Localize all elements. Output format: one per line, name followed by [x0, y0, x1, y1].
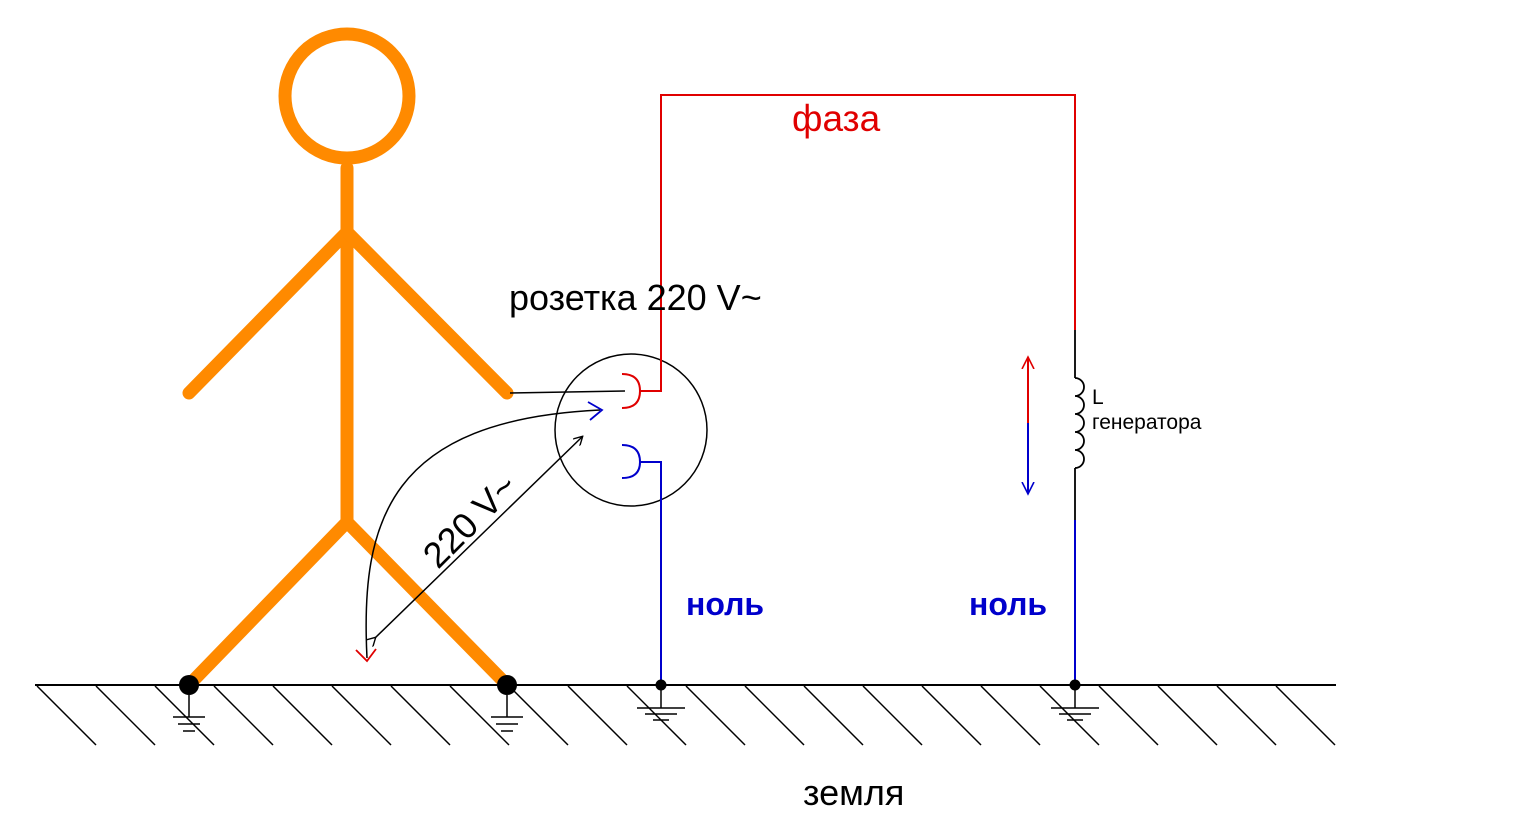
inductor-name-label: генератора: [1092, 411, 1202, 434]
socket-neutral-contact: [621, 444, 642, 479]
neutral-label-socket: ноль: [686, 586, 764, 622]
neutral-ground-socket: [637, 679, 685, 721]
person-left-arm: [182, 225, 354, 400]
neutral-label-generator: ноль: [969, 586, 1047, 622]
foot-ground-right: [491, 675, 523, 732]
hand-contact-wire: [509, 390, 626, 394]
person-left-leg: [182, 515, 354, 692]
ground-label: земля: [803, 772, 904, 813]
neutral-ground-generator: [1051, 679, 1099, 721]
person-figure: [182, 27, 514, 692]
phase-label: фаза: [792, 98, 881, 139]
socket-outline: [554, 353, 708, 507]
current-path-arrowhead-top: [587, 401, 604, 421]
voltage-measure-arrow: [375, 437, 582, 638]
foot-ground-left: [173, 675, 205, 732]
person-head: [278, 27, 416, 165]
inductor-symbol-label: L: [1092, 386, 1104, 409]
current-path-arrowhead-bottom: [355, 648, 377, 663]
socket-label: розетка 220 V~: [509, 277, 762, 318]
phase-wire: [640, 94, 1076, 392]
socket: [554, 353, 708, 507]
generator-coil: [1074, 330, 1085, 520]
ground-surface: [35, 684, 1336, 746]
current-path-curve: [365, 409, 601, 659]
person-right-arm: [340, 225, 514, 400]
socket-neutral-wire: [640, 461, 662, 685]
voltage-label: 220 V~: [415, 465, 525, 575]
